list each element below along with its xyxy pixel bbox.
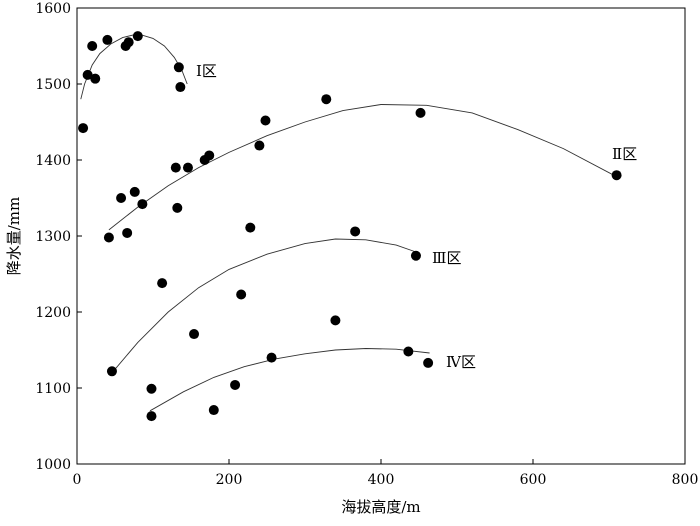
data-point <box>123 37 134 48</box>
data-point <box>122 227 133 238</box>
data-point <box>415 107 426 118</box>
region-label-3: Ⅲ区 <box>432 249 461 267</box>
data-point <box>260 115 271 126</box>
data-point <box>410 250 421 261</box>
data-point <box>175 82 186 93</box>
data-point <box>230 379 241 390</box>
fit-curve-4 <box>149 348 430 412</box>
y-tick-label: 1100 <box>35 381 71 397</box>
data-point <box>106 366 117 377</box>
y-tick-label: 1500 <box>35 77 71 93</box>
x-tick-label: 200 <box>216 472 243 488</box>
region-label-4: Ⅳ区 <box>446 353 476 371</box>
fit-curve-3 <box>111 238 417 374</box>
data-point <box>157 278 168 289</box>
x-tick-label: 600 <box>520 472 547 488</box>
data-point <box>137 199 148 210</box>
data-point <box>350 226 361 237</box>
fit-curve-1 <box>80 33 188 100</box>
axes: 0 200 400 600 800 1000 1100 1200 1300 1400 1500 160… <box>5 1 698 516</box>
data-point <box>204 150 215 161</box>
data-point <box>423 357 434 368</box>
region-label-1: Ⅰ区 <box>196 62 217 80</box>
data-point <box>78 123 89 134</box>
data-point <box>182 162 193 173</box>
fit-curve-2 <box>108 104 617 231</box>
x-tick-label: 800 <box>672 472 699 488</box>
points <box>78 31 622 422</box>
data-point <box>173 62 184 73</box>
data-point <box>132 31 143 42</box>
plot-frame <box>76 7 686 465</box>
data-point <box>321 94 332 105</box>
y-tick-label: 1300 <box>35 229 71 245</box>
y-tick-label: 1600 <box>35 1 71 17</box>
data-point <box>172 202 183 213</box>
y-tick-label: 1000 <box>35 457 71 473</box>
data-point <box>90 73 101 84</box>
y-axis-label: 降水量/mm <box>5 197 23 276</box>
data-point <box>82 69 93 80</box>
curves <box>80 33 617 412</box>
data-point <box>266 352 277 363</box>
y-tick-label: 1200 <box>35 305 71 321</box>
y-tick-label: 1400 <box>35 153 71 169</box>
data-point <box>102 34 113 45</box>
data-point <box>146 383 157 394</box>
data-point <box>245 222 256 233</box>
x-axis-label: 海拔高度/m <box>341 498 420 516</box>
data-point <box>254 140 265 151</box>
data-point <box>170 162 181 173</box>
data-point <box>146 411 157 422</box>
data-point <box>116 193 127 203</box>
data-point <box>103 232 114 243</box>
data-point <box>129 186 140 197</box>
labels: Ⅰ区 Ⅱ区 Ⅲ区 Ⅳ区 <box>196 62 637 371</box>
x-tick-label: 400 <box>368 472 395 488</box>
data-point <box>236 289 247 300</box>
x-tick-label: 0 <box>73 472 82 488</box>
data-point <box>189 329 200 340</box>
region-label-2: Ⅱ区 <box>612 145 637 163</box>
data-point <box>611 170 622 181</box>
data-point <box>208 405 219 416</box>
data-point <box>330 315 341 326</box>
data-point <box>87 41 98 51</box>
data-point <box>403 346 414 357</box>
